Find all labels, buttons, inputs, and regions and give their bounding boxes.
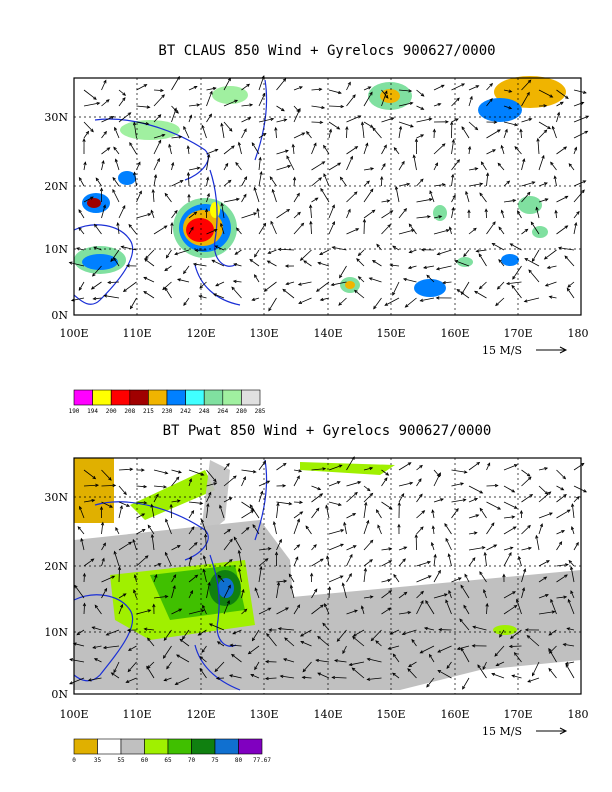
wind-vectors — [68, 75, 590, 312]
colorbar-swatch — [92, 389, 112, 406]
reference-vector-label: 15 M/S — [482, 725, 522, 738]
lon-label: 140E — [313, 327, 342, 340]
colorbar-label: 0 — [72, 757, 76, 764]
colorbar-label: 230 — [162, 408, 173, 415]
colorbar-swatch — [166, 389, 186, 406]
lon-label: 150E — [376, 708, 405, 721]
panel-title: BT Pwat 850 Wind + Gyrelocs 900627/0000 — [163, 423, 492, 439]
map-frame — [69, 456, 588, 695]
colorbar-label: 65 — [164, 757, 172, 764]
lat-label: 0N — [51, 309, 68, 322]
lat-label: 20N — [44, 560, 68, 573]
pwat-field — [74, 458, 581, 690]
colorbar-label: 190 — [69, 408, 80, 415]
colorbar-swatch — [167, 738, 192, 755]
colorbar-label: 55 — [117, 757, 125, 764]
lon-label: 110E — [122, 708, 151, 721]
lon-label: 180 — [568, 708, 589, 721]
panel-title: BT CLAUS 850 Wind + Gyrelocs 900627/0000 — [158, 43, 495, 59]
lon-label: 170E — [503, 708, 532, 721]
colorbar-label: 70 — [188, 757, 196, 764]
lon-label: 160E — [440, 708, 469, 721]
lon-label: 140E — [313, 708, 342, 721]
colorbar-swatch — [241, 389, 261, 406]
colorbar: 0 35 55 60 65 70 75 80 77.67 — [72, 738, 271, 764]
lon-label: 110E — [122, 327, 151, 340]
colorbar-swatch — [97, 738, 122, 755]
colorbar-label: 200 — [106, 408, 117, 415]
reference-vector-arrow — [536, 346, 568, 354]
colorbar-swatch — [238, 738, 263, 755]
lat-label: 30N — [44, 111, 68, 124]
colorbar-swatch — [110, 389, 131, 406]
colorbar-label: 77.67 — [253, 757, 271, 764]
colorbar: 190 194 200 208 215 230 242 248 264 280 285 — [69, 389, 266, 415]
lon-label: 100E — [59, 327, 88, 340]
colorbar-swatch — [191, 738, 216, 755]
colorbar-label: 75 — [211, 757, 219, 764]
lon-label: 150E — [376, 327, 405, 340]
map-frame — [68, 75, 590, 316]
colorbar-label: 242 — [180, 408, 191, 415]
colorbar-swatch — [129, 389, 149, 406]
colorbar-swatch — [73, 738, 98, 755]
colorbar-swatch — [222, 389, 242, 406]
coastlines — [73, 79, 268, 306]
lon-label: 120E — [186, 708, 215, 721]
colorbar-label: 80 — [235, 757, 243, 764]
lon-label: 160E — [440, 327, 469, 340]
colorbar-swatch — [214, 738, 239, 755]
colorbar-swatch — [185, 389, 205, 406]
lon-label: 130E — [249, 327, 278, 340]
lat-label: 20N — [44, 180, 68, 193]
reference-vector-arrow — [536, 727, 568, 735]
colorbar-label: 280 — [236, 408, 247, 415]
lat-label: 10N — [44, 243, 68, 256]
panel-pwat: BT Pwat 850 Wind + Gyrelocs 900627/0000 — [44, 423, 588, 764]
panel-claus: BT CLAUS 850 Wind + Gyrelocs 900627/0000 — [44, 43, 590, 415]
colorbar-swatch — [203, 389, 224, 406]
reference-vector-label: 15 M/S — [482, 344, 522, 357]
lat-label: 0N — [51, 688, 68, 701]
colorbar-swatch — [73, 389, 93, 406]
lat-label: 10N — [44, 626, 68, 639]
colorbar-label: 60 — [141, 757, 149, 764]
colorbar-swatch — [120, 738, 145, 755]
colorbar-swatch — [144, 738, 169, 755]
colorbar-label: 35 — [94, 757, 102, 764]
lon-label: 170E — [503, 327, 532, 340]
cloud-field — [74, 76, 566, 297]
lon-label: 180 — [568, 327, 589, 340]
colorbar-label: 248 — [199, 408, 210, 415]
colorbar-swatch — [148, 389, 168, 406]
grid — [74, 458, 581, 694]
lat-label: 30N — [44, 491, 68, 504]
coastlines — [73, 459, 268, 691]
colorbar-label: 285 — [255, 408, 266, 415]
lon-label: 100E — [59, 708, 88, 721]
colorbar-label: 194 — [87, 408, 98, 415]
lon-label: 130E — [249, 708, 278, 721]
wind-vectors — [69, 456, 588, 690]
lon-label: 120E — [186, 327, 215, 340]
colorbar-label: 215 — [143, 408, 154, 415]
colorbar-label: 264 — [217, 408, 228, 415]
colorbar-label: 208 — [124, 408, 135, 415]
